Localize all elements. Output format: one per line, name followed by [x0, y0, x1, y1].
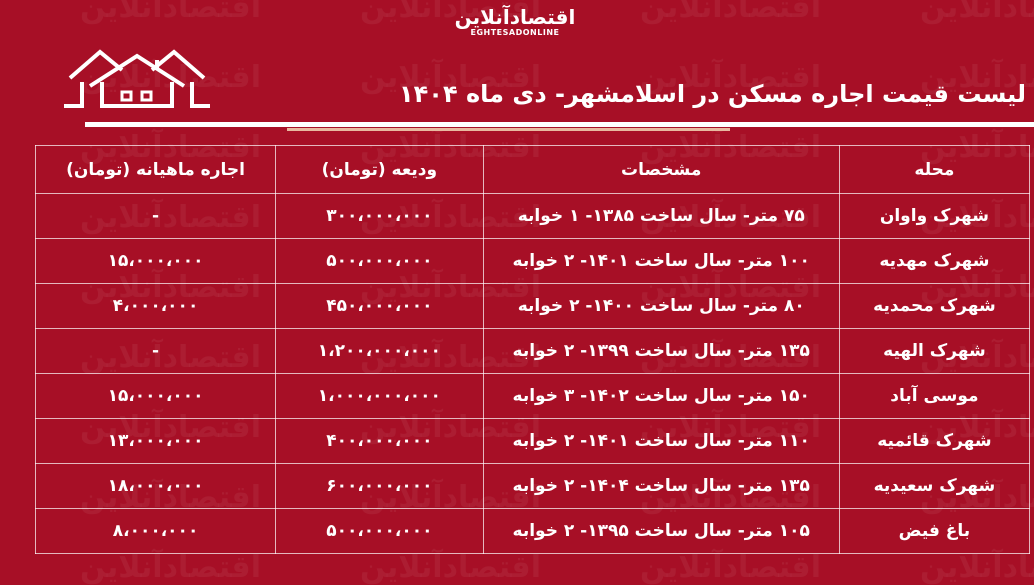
- neighborhood-cell: شهرک قائمیه: [838, 418, 1031, 464]
- table-row: شهرک محمدیه ۸۰ متر- سال ساخت ۱۴۰۰- ۲ خواب…: [34, 283, 1031, 329]
- logo-text-en: EGHTESADONLINE: [470, 28, 560, 37]
- watermark-text: اقتصادآنلاین: [640, 550, 821, 585]
- neighborhood-cell: باغ فیض: [838, 508, 1031, 554]
- monthly-rent-cell: ۱۵،۰۰۰،۰۰۰: [34, 238, 277, 284]
- specs-cell: ۱۳۵ متر- سال ساخت ۱۴۰۴- ۲ خوابه: [482, 463, 840, 509]
- specs-cell: ۷۵ متر- سال ساخت ۱۳۸۵- ۱ خوابه: [482, 193, 840, 239]
- watermark-text: اقتصادآنلاین: [920, 550, 1034, 585]
- title-accent-line: [287, 128, 730, 131]
- watermark-text: اقتصادآنلاین: [920, 60, 1034, 95]
- specs-cell: ۱۵۰ متر- سال ساخت ۱۴۰۲- ۳ خوابه: [482, 373, 840, 419]
- watermark-text: اقتصادآنلاین: [360, 0, 541, 25]
- header-specs: مشخصات: [482, 145, 840, 194]
- table-row: شهرک الهیه ۱۳۵ متر- سال ساخت ۱۳۹۹- ۲ خواب…: [34, 328, 1031, 374]
- specs-cell: ۱۰۰ متر- سال ساخت ۱۴۰۱- ۲ خوابه: [482, 238, 840, 284]
- brand-logo: اقتصادآنلاین EGHTESADONLINE: [445, 6, 585, 37]
- specs-cell: ۱۱۰ متر- سال ساخت ۱۴۰۱- ۲ خوابه: [482, 418, 840, 464]
- table-row: شهرک سعیدیه ۱۳۵ متر- سال ساخت ۱۴۰۴- ۲ خوا…: [34, 463, 1031, 509]
- table-row: شهرک قائمیه ۱۱۰ متر- سال ساخت ۱۴۰۱- ۲ خوا…: [34, 418, 1031, 464]
- watermark-text: اقتصادآنلاین: [80, 0, 261, 25]
- monthly-rent-cell: ۱۵،۰۰۰،۰۰۰: [34, 373, 277, 419]
- deposit-cell: ۴۰۰،۰۰۰،۰۰۰: [275, 418, 484, 464]
- watermark-text: اقتصادآنلاین: [360, 550, 541, 585]
- deposit-cell: ۵۰۰،۰۰۰،۰۰۰: [275, 238, 484, 284]
- watermark-text: اقتصادآنلاین: [80, 550, 261, 585]
- table-header-row: محله مشخصات ودیعه (تومان) اجاره ماهیانه …: [34, 145, 1031, 194]
- watermark-text: اقتصادآنلاین: [360, 60, 541, 95]
- header-deposit: ودیعه (تومان): [275, 145, 484, 194]
- monthly-rent-cell: ۸،۰۰۰،۰۰۰: [34, 508, 277, 554]
- header-monthly-rent: اجاره ماهیانه (تومان): [34, 145, 277, 194]
- specs-cell: ۸۰ متر- سال ساخت ۱۴۰۰- ۲ خوابه: [482, 283, 840, 329]
- specs-cell: ۱۰۵ متر- سال ساخت ۱۳۹۵- ۲ خوابه: [482, 508, 840, 554]
- watermark-text: اقتصادآنلاین: [640, 0, 821, 25]
- monthly-rent-cell: ۱۳،۰۰۰،۰۰۰: [34, 418, 277, 464]
- header-neighborhood: محله: [838, 145, 1031, 194]
- neighborhood-cell: شهرک سعیدیه: [838, 463, 1031, 509]
- deposit-cell: ۳۰۰،۰۰۰،۰۰۰: [275, 193, 484, 239]
- table-row: موسی آباد ۱۵۰ متر- سال ساخت ۱۴۰۲- ۳ خوابه…: [34, 373, 1031, 419]
- specs-cell: ۱۳۵ متر- سال ساخت ۱۳۹۹- ۲ خوابه: [482, 328, 840, 374]
- title-underline: [85, 122, 1034, 127]
- table-row: شهرک واوان ۷۵ متر- سال ساخت ۱۳۸۵- ۱ خوابه…: [34, 193, 1031, 239]
- watermark-text: اقتصادآنلاین: [920, 0, 1034, 25]
- deposit-cell: ۵۰۰،۰۰۰،۰۰۰: [275, 508, 484, 554]
- monthly-rent-cell: -: [34, 193, 277, 239]
- monthly-rent-cell: ۴،۰۰۰،۰۰۰: [34, 283, 277, 329]
- logo-text-fa: اقتصادآنلاین: [454, 5, 576, 29]
- rent-price-table: محله مشخصات ودیعه (تومان) اجاره ماهیانه …: [34, 145, 1031, 554]
- deposit-cell: ۶۰۰،۰۰۰،۰۰۰: [275, 463, 484, 509]
- table-row: شهرک مهدیه ۱۰۰ متر- سال ساخت ۱۴۰۱- ۲ خواب…: [34, 238, 1031, 284]
- monthly-rent-cell: -: [34, 328, 277, 374]
- neighborhood-cell: موسی آباد: [838, 373, 1031, 419]
- neighborhood-cell: شهرک مهدیه: [838, 238, 1031, 284]
- neighborhood-cell: شهرک الهیه: [838, 328, 1031, 374]
- deposit-cell: ۱،۰۰۰،۰۰۰،۰۰۰: [275, 373, 484, 419]
- deposit-cell: ۱،۲۰۰،۰۰۰،۰۰۰: [275, 328, 484, 374]
- neighborhood-cell: شهرک محمدیه: [838, 283, 1031, 329]
- table-row: باغ فیض ۱۰۵ متر- سال ساخت ۱۳۹۵- ۲ خوابه ۵۰…: [34, 508, 1031, 554]
- deposit-cell: ۴۵۰،۰۰۰،۰۰۰: [275, 283, 484, 329]
- houses-icon: [64, 49, 210, 108]
- page-title: لیست قیمت اجاره مسکن در اسلامشهر- دی ماه…: [399, 80, 1026, 108]
- monthly-rent-cell: ۱۸،۰۰۰،۰۰۰: [34, 463, 277, 509]
- watermark-text: اقتصادآنلاین: [640, 60, 821, 95]
- neighborhood-cell: شهرک واوان: [838, 193, 1031, 239]
